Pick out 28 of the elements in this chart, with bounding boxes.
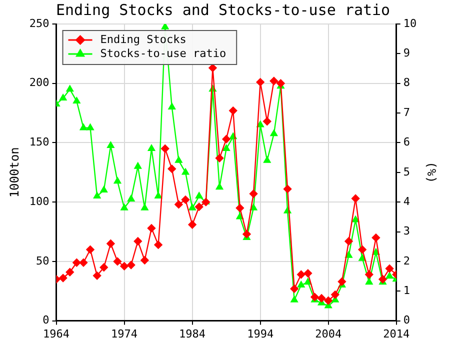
x-tick-label: 1974: [111, 327, 138, 340]
x-tick-label: 2004: [315, 327, 342, 340]
y2-tick-label: 10: [403, 16, 417, 30]
y-tick-label: 50: [36, 254, 50, 268]
y-tick-label: 250: [29, 16, 50, 30]
y2-tick-label: 1: [403, 284, 410, 297]
x-tick-label: 1984: [179, 327, 206, 340]
chart-title: Ending Stocks and Stocks-to-use ratio: [56, 0, 390, 19]
y-tick-label: 0: [42, 314, 50, 327]
y2-tick-label: 9: [403, 46, 410, 60]
y2-tick-label: 5: [403, 165, 410, 178]
x-tick-label: 1994: [247, 327, 274, 340]
y2-tick-label: 4: [403, 194, 410, 208]
y2-axis-title: (%): [424, 162, 439, 184]
y2-tick-label: 6: [403, 136, 410, 149]
x-tick-label: 1964: [43, 327, 70, 340]
y2-tick-label: 7: [403, 106, 410, 119]
y-tick-label: 150: [29, 136, 50, 149]
legend-label: Stocks-to-use ratio: [100, 46, 226, 60]
y2-tick-label: 3: [403, 224, 410, 238]
y-tick-label: 100: [29, 194, 50, 208]
legend-label: Ending Stocks: [100, 32, 186, 46]
x-tick-label: 2014: [383, 327, 410, 340]
y2-tick-label: 2: [403, 254, 410, 268]
y2-tick-label: 8: [403, 76, 410, 90]
y-axis-title: 1000ton: [7, 147, 22, 198]
y-tick-label: 200: [29, 76, 50, 90]
y2-tick-label: 0: [403, 314, 410, 327]
